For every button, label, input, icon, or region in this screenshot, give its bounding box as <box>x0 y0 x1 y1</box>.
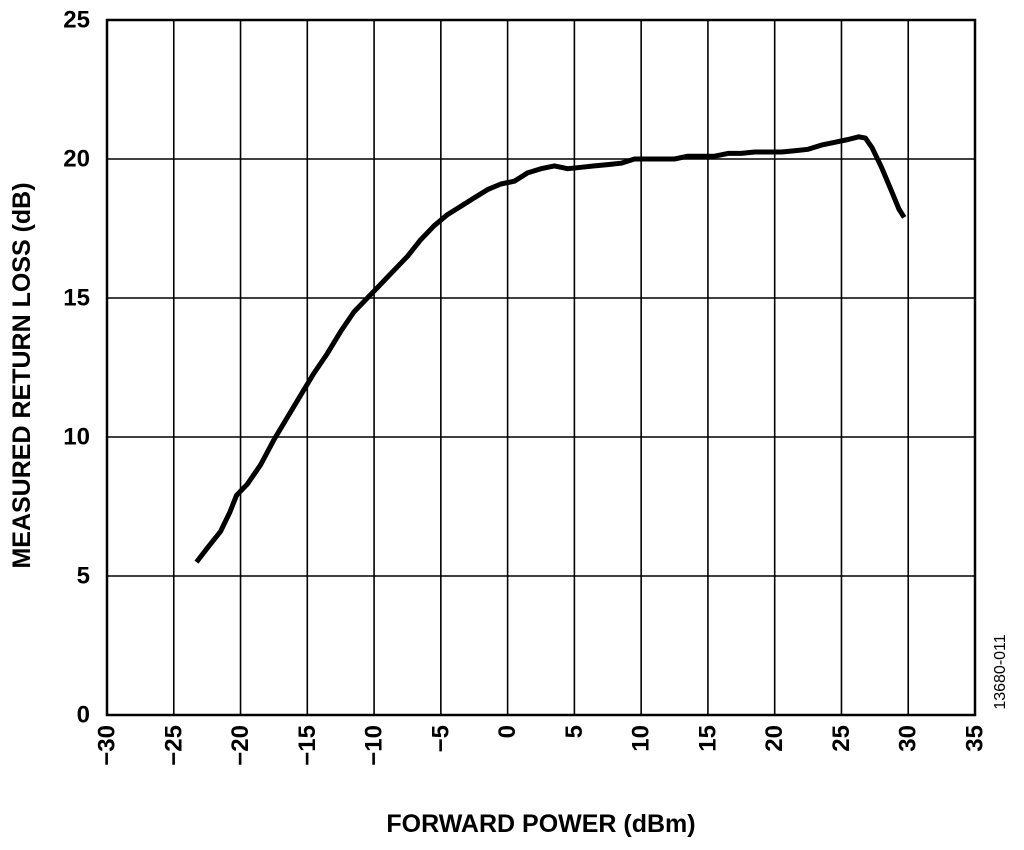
x-tick-label: 5 <box>561 725 588 738</box>
y-tick-labels: 0 5 10 15 20 25 <box>63 7 90 729</box>
x-tick-label: −20 <box>227 725 254 766</box>
x-tick-labels: −30 −25 −20 −15 −10 −5 0 5 10 15 20 25 30 35 <box>94 725 989 766</box>
grid <box>106 19 976 716</box>
x-tick-label: 10 <box>628 725 655 752</box>
x-tick-label: −25 <box>160 725 187 766</box>
x-tick-label: 25 <box>828 725 855 752</box>
series-layer <box>194 134 907 564</box>
x-tick-label: −10 <box>361 725 388 766</box>
x-tick-label: 35 <box>962 725 989 752</box>
y-tick-label: 0 <box>77 702 90 729</box>
x-tick-label: 30 <box>895 725 922 752</box>
y-tick-label: 25 <box>63 7 90 34</box>
x-tick-label: −5 <box>427 725 454 752</box>
plot-frame <box>105 18 977 717</box>
y-axis-title: MEASURED RETURN LOSS (dB) <box>8 182 36 568</box>
x-tick-label: −30 <box>94 725 121 766</box>
y-tick-label: 20 <box>63 146 90 173</box>
x-axis-title: FORWARD POWER (dBm) <box>386 810 695 838</box>
x-tick-label: 20 <box>761 725 788 752</box>
y-tick-label: 5 <box>77 563 90 590</box>
x-tick-label: 15 <box>694 725 721 752</box>
x-tick-label: 0 <box>494 725 521 738</box>
series-line <box>194 134 907 564</box>
x-tick-label: −15 <box>294 725 321 766</box>
y-tick-label: 15 <box>63 285 90 312</box>
y-tick-label: 10 <box>63 424 90 451</box>
figure-id: 13680-011 <box>992 634 1009 709</box>
